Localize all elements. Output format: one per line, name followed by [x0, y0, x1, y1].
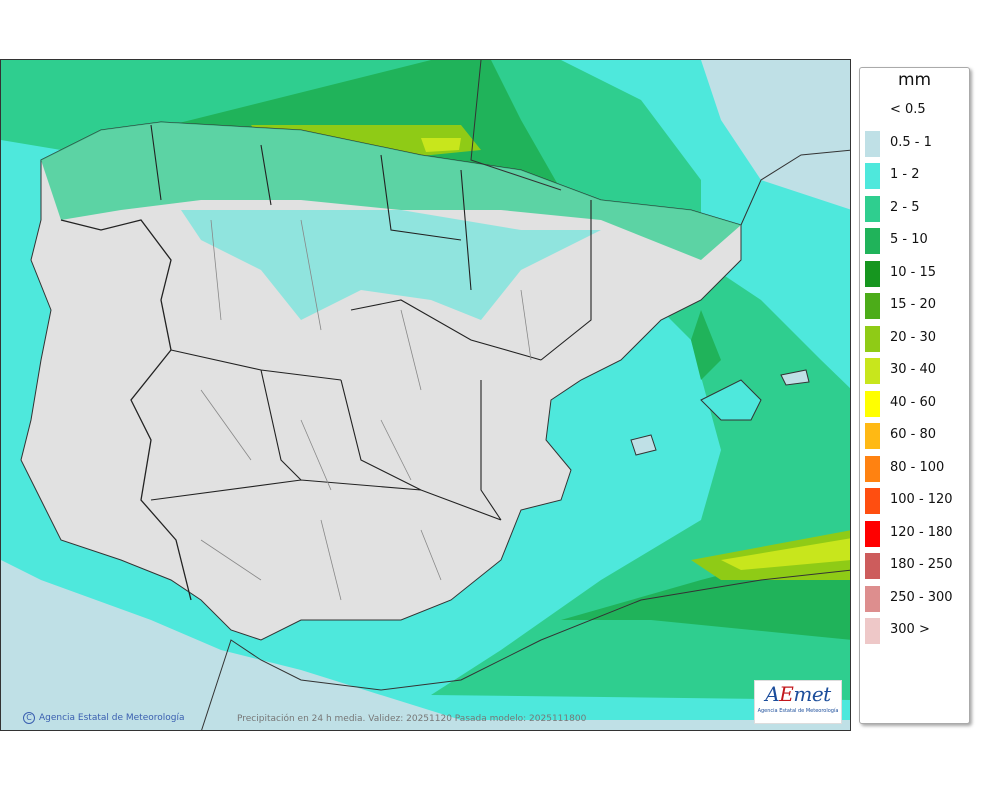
legend-label: < 0.5: [890, 102, 926, 117]
france-land: [470, 60, 850, 226]
legend-swatch: [865, 228, 880, 254]
legend-item: 20 - 30: [860, 325, 969, 358]
aemet-logo: AEmet Agencia Estatal de Meteorología: [754, 680, 842, 724]
africa-coast: [201, 569, 850, 730]
precip-north-coast: [41, 122, 741, 260]
legend-unit: mm: [897, 70, 932, 90]
legend-swatch: [865, 423, 880, 449]
legend-label: 180 - 250: [890, 557, 953, 572]
credit-text: Agencia Estatal de Meteorología: [39, 713, 185, 723]
legend-swatch: [865, 195, 880, 222]
legend-swatch: [865, 260, 880, 287]
legend-label: 30 - 40: [890, 362, 937, 377]
legend-item: < 0.5: [860, 98, 969, 130]
legend-label: 80 - 100: [890, 459, 945, 475]
legend-item: 5 - 10: [860, 228, 969, 260]
precipitation-map[interactable]: C Agencia Estatal de Meteorología Precipi…: [0, 59, 851, 731]
legend-swatch: [865, 488, 880, 514]
legend-swatch: [865, 163, 880, 189]
legend-item: 100 - 120: [860, 488, 969, 520]
legend-item: 180 - 250: [860, 553, 969, 585]
legend-label: 0.5 - 1: [890, 134, 932, 150]
province-borders: [200, 219, 532, 601]
legend-item: 120 - 180: [860, 520, 969, 553]
legend-swatch: [865, 325, 880, 352]
regional-borders: [150, 124, 592, 521]
legend-item: 40 - 60: [860, 390, 969, 423]
legend-label: 20 - 30: [890, 329, 937, 345]
legend-item: 60 - 80: [860, 423, 969, 455]
legend-label: 120 - 180: [890, 524, 953, 540]
legend-label: 1 - 2: [890, 167, 920, 182]
legend-item: 0.5 - 1: [860, 130, 969, 163]
legend-item: 1 - 2: [860, 163, 969, 195]
legend-swatch: [865, 130, 880, 157]
legend-swatch: [865, 585, 880, 612]
legend-label: 5 - 10: [890, 232, 928, 247]
legend-item: 10 - 15: [860, 260, 969, 293]
legend-label: 300 >: [890, 622, 930, 637]
legend-swatch: [865, 390, 880, 417]
legend-item: 30 - 40: [860, 358, 969, 390]
precipitation-legend: mm < 0.5 0.5 - 1 1 - 2 2 - 5 5 - 10 10 - 15 15…: [859, 67, 970, 724]
precip-ebro: [181, 210, 601, 320]
legend-label: 2 - 5: [890, 199, 920, 215]
legend-swatch: [865, 358, 880, 384]
legend-label: 250 - 300: [890, 589, 953, 605]
legend-label: 60 - 80: [890, 427, 937, 442]
legend-swatch: [865, 618, 880, 644]
legend-item: 15 - 20: [860, 293, 969, 325]
legend-label: 40 - 60: [890, 394, 937, 410]
menorca: [780, 369, 810, 386]
legend-item: 250 - 300: [860, 585, 969, 618]
legend-item: 300 >: [860, 618, 969, 650]
legend-item: 2 - 5: [860, 195, 969, 228]
legend-label: 15 - 20: [890, 297, 937, 312]
legend-swatch: [865, 553, 880, 579]
legend-label: 100 - 120: [890, 492, 953, 507]
aemet-credit: C Agencia Estatal de Meteorología: [23, 712, 185, 724]
mallorca: [700, 379, 762, 421]
ibiza: [630, 434, 657, 456]
map-caption: Precipitación en 24 h media. Validez: 20…: [237, 714, 587, 724]
legend-label: 10 - 15: [890, 264, 937, 280]
legend-swatch: [865, 293, 880, 319]
legend-swatch: [865, 455, 880, 482]
copyright-icon: C: [23, 712, 35, 724]
map-canvas: [1, 60, 850, 730]
legend-swatch: [865, 520, 880, 547]
legend-item: 80 - 100: [860, 455, 969, 488]
